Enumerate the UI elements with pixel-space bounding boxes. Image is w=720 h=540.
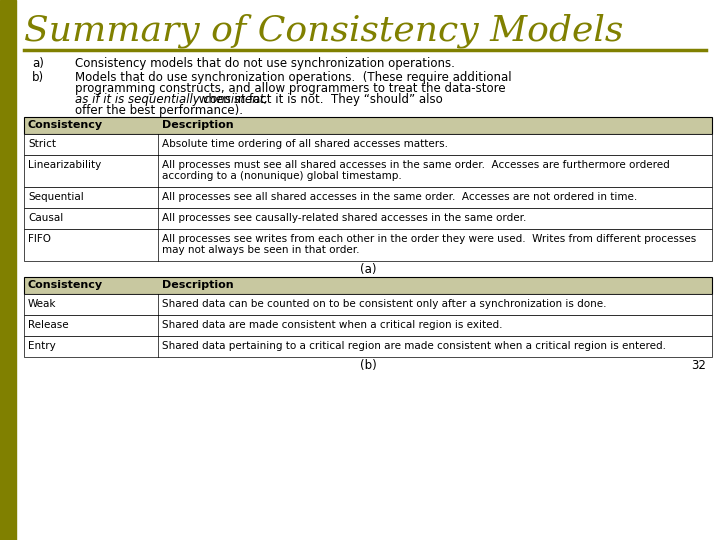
Text: Description: Description [162,120,234,131]
Text: Description: Description [162,280,234,291]
Bar [24,187,712,208]
Text: All processes must see all shared accesses in the same order.  Accesses are furt: All processes must see all shared access… [162,160,670,170]
Bar [24,229,712,261]
Text: All processes see causally-related shared accesses in the same order.: All processes see causally-related share… [162,213,526,223]
Text: b): b) [32,71,44,84]
Text: (a): (a) [360,263,377,276]
Text: Consistency: Consistency [28,120,103,131]
Text: programming constructs, and allow programmers to treat the data-store: programming constructs, and allow progra… [75,82,505,95]
Text: Shared data can be counted on to be consistent only after a synchronization is d: Shared data can be counted on to be cons… [162,299,607,309]
Text: Weak: Weak [28,299,56,309]
Text: 32: 32 [691,359,706,372]
Text: according to a (nonunique) global timestamp.: according to a (nonunique) global timest… [162,171,402,181]
Bar [24,134,712,155]
Text: Summary of Consistency Models: Summary of Consistency Models [24,13,624,48]
Bar [24,315,712,336]
Text: Models that do use synchronization operations.  (These require additional: Models that do use synchronization opera… [75,71,512,84]
Text: All processes see writes from each other in the order they were used.  Writes fr: All processes see writes from each other… [162,234,696,244]
Text: Consistency: Consistency [28,280,103,291]
Text: Shared data pertaining to a critical region are made consistent when a critical : Shared data pertaining to a critical reg… [162,341,666,351]
Text: Absolute time ordering of all shared accesses matters.: Absolute time ordering of all shared acc… [162,139,448,149]
Text: Consistency models that do not use synchronization operations.: Consistency models that do not use synch… [75,57,455,70]
Text: may not always be seen in that order.: may not always be seen in that order. [162,245,360,255]
Text: a): a) [32,57,44,70]
Text: Release: Release [28,320,68,330]
Text: (b): (b) [359,359,377,372]
Text: Causal: Causal [28,213,63,223]
Text: Linearizability: Linearizability [28,160,102,170]
Bar [24,336,712,357]
Bar [24,277,712,294]
Text: Entry: Entry [28,341,55,351]
Bar [24,208,712,229]
Text: as if it is sequentially consistent,: as if it is sequentially consistent, [75,93,268,106]
Text: offer the best performance).: offer the best performance). [75,104,243,117]
Text: FIFO: FIFO [28,234,51,244]
Bar [0,0,16,540]
Text: when in fact it is not.  They “should” also: when in fact it is not. They “should” al… [195,93,443,106]
Text: Sequential: Sequential [28,192,84,202]
Bar [24,294,712,315]
Text: Strict: Strict [28,139,56,149]
Text: All processes see all shared accesses in the same order.  Accesses are not order: All processes see all shared accesses in… [162,192,637,202]
Bar [24,117,712,134]
Bar [24,155,712,187]
Text: Shared data are made consistent when a critical region is exited.: Shared data are made consistent when a c… [162,320,503,330]
